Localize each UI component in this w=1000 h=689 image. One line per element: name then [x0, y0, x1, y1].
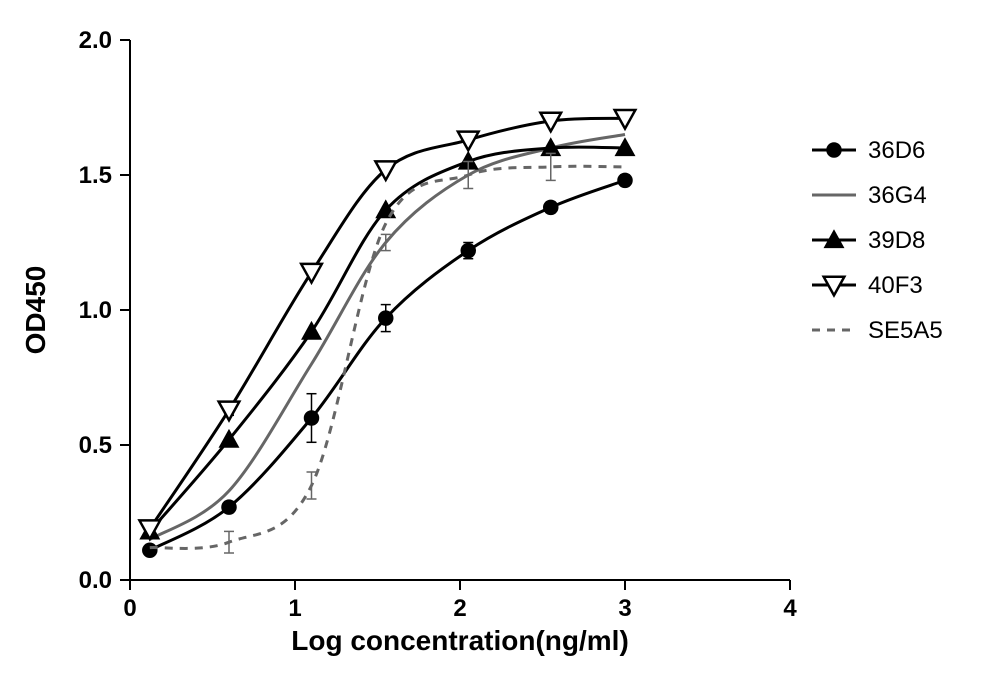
series-marker [302, 322, 320, 339]
legend-item: 36D6 [812, 137, 925, 164]
series-line [150, 166, 625, 548]
legend: 36D6 36G4 39D8 40F3 SE5A5 [812, 137, 943, 344]
series-marker [379, 311, 393, 325]
legend-label: 36D6 [868, 137, 925, 164]
y-tick-label: 0.0 [79, 567, 112, 594]
x-tick-label: 2 [453, 595, 466, 622]
legend-marker-icon [827, 143, 841, 157]
series-marker [143, 543, 157, 557]
y-tick-label: 0.5 [79, 432, 112, 459]
y-tick-label: 1.5 [79, 162, 112, 189]
legend-label: SE5A5 [868, 317, 943, 344]
legend-label: 39D8 [868, 227, 925, 254]
legend-item: 40F3 [812, 272, 923, 299]
series-line [150, 135, 625, 540]
series-marker [301, 264, 322, 283]
legend-item: SE5A5 [812, 317, 943, 344]
series-marker [544, 200, 558, 214]
series-line [150, 180, 625, 550]
dose-response-chart: 0 1 2 3 4 0.0 0.5 1.0 1.5 2.0 Log concentration(ng… [0, 0, 1000, 689]
legend-item: 36G4 [812, 182, 927, 209]
series-marker [305, 411, 319, 425]
x-tick-label: 0 [123, 595, 136, 622]
series-s3 [141, 139, 635, 539]
x-tick-label: 1 [288, 595, 301, 622]
series-s1 [143, 173, 632, 557]
series-marker [461, 244, 475, 258]
series-marker [219, 402, 240, 421]
x-axis-title: Log concentration(ng/ml) [291, 625, 629, 656]
legend-item: 39D8 [812, 227, 925, 254]
y-tick-label: 1.0 [79, 297, 112, 324]
series-marker [222, 500, 236, 514]
series-marker [618, 173, 632, 187]
x-tick-label: 3 [618, 595, 631, 622]
legend-label: 36G4 [868, 182, 927, 209]
y-axis-title: OD450 [20, 266, 51, 355]
legend-label: 40F3 [868, 272, 923, 299]
x-tick-label: 4 [783, 595, 797, 622]
series-s2 [150, 135, 625, 540]
y-tick-label: 2.0 [79, 27, 112, 54]
